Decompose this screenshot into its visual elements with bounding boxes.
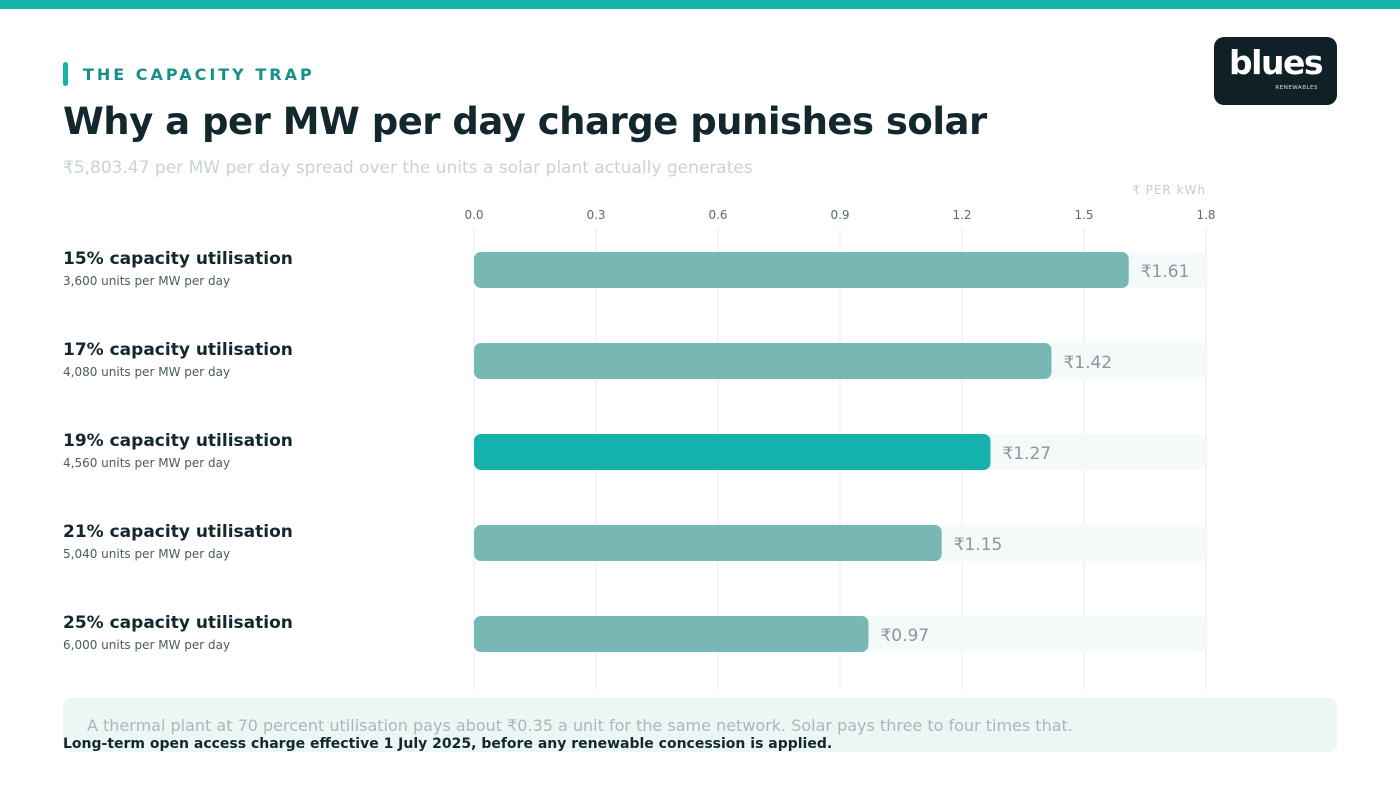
category-label-group: 17% capacity utilisation 4,080 units per …	[63, 340, 293, 379]
category-label-group: 21% capacity utilisation 5,040 units per …	[63, 522, 293, 561]
bar	[474, 616, 869, 652]
category-label: 25% capacity utilisation	[63, 613, 293, 633]
category-sublabel: 4,080 units per MW per day	[63, 365, 231, 379]
eyebrow-accent-bar	[63, 62, 68, 86]
logo-subtext: RENEWABLES	[1275, 85, 1318, 91]
category-label-group: 25% capacity utilisation 6,000 units per …	[63, 613, 293, 652]
category-label-group: 19% capacity utilisation 4,560 units per …	[63, 431, 293, 470]
bar	[474, 343, 1052, 379]
category-label-group: 15% capacity utilisation 3,600 units per …	[63, 249, 293, 288]
bar-value-label: ₹0.97	[880, 626, 929, 646]
category-sublabel: 6,000 units per MW per day	[63, 638, 231, 652]
x-tick-label: 1.8	[1196, 208, 1215, 222]
x-tick-label: 1.5	[1074, 208, 1093, 222]
category-label: 17% capacity utilisation	[63, 340, 293, 360]
page-subtitle: ₹5,803.47 per MW per day spread over the…	[63, 158, 753, 178]
footnote: Long-term open access charge effective 1…	[63, 736, 833, 752]
category-label: 19% capacity utilisation	[63, 431, 293, 451]
bar	[474, 434, 991, 470]
page-title: Why a per MW per day charge punishes sol…	[63, 100, 987, 143]
axis-unit-label: ₹ PER kWh	[1132, 183, 1206, 197]
bar-value-label: ₹1.27	[1002, 444, 1051, 464]
x-tick-label: 0.0	[464, 208, 483, 222]
comparison-note: A thermal plant at 70 percent utilisatio…	[87, 716, 1073, 735]
x-tick-label: 0.9	[830, 208, 849, 222]
comparison-note-box	[63, 698, 1337, 752]
category-label: 21% capacity utilisation	[63, 522, 293, 542]
eyebrow-text: THE CAPACITY TRAP	[83, 64, 315, 84]
x-tick-label: 1.2	[952, 208, 971, 222]
blues-logo: blues RENEWABLES	[1214, 37, 1337, 105]
bar	[474, 525, 942, 561]
logo-wordmark: blues	[1229, 43, 1323, 82]
bar	[474, 252, 1129, 288]
top-accent-band	[0, 0, 1400, 9]
bar-value-label: ₹1.61	[1141, 262, 1190, 282]
category-label: 15% capacity utilisation	[63, 249, 293, 269]
x-tick-label: 0.6	[708, 208, 727, 222]
bar-value-label: ₹1.15	[954, 535, 1003, 555]
category-sublabel: 4,560 units per MW per day	[63, 456, 231, 470]
bar-value-label: ₹1.42	[1063, 353, 1112, 373]
eyebrow: THE CAPACITY TRAP	[63, 62, 315, 86]
x-tick-label: 0.3	[586, 208, 605, 222]
category-sublabel: 3,600 units per MW per day	[63, 274, 231, 288]
category-sublabel: 5,040 units per MW per day	[63, 547, 231, 561]
